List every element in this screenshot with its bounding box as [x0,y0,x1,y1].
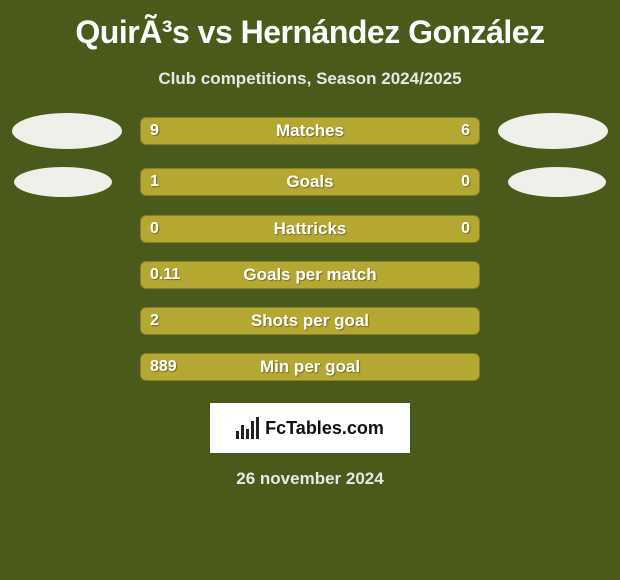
stat-value-left: 0 [150,215,159,243]
stat-value-left: 0.11 [150,261,180,289]
stats-list: Matches96Goals10Hattricks00Goals per mat… [4,113,616,399]
footer-date: 26 november 2024 [236,469,383,489]
stat-bar: Hattricks0 0 [140,215,480,243]
stat-bar: Shots per goal2 [140,307,480,335]
stat-row: Min per goal889 [4,353,616,381]
stat-row: Shots per goal2 [4,307,616,335]
stat-value-left: 9 [150,117,159,145]
stat-label: Matches [140,117,480,145]
stat-value-right: 0 [461,215,470,243]
page-title: QuirÃ³s vs Hernández González [75,14,544,51]
stat-label: Goals per match [140,261,480,289]
stat-value-right: 6 [461,117,470,145]
bar-chart-icon [236,417,259,439]
player-right-oval [498,113,608,149]
stat-label: Goals [140,168,480,196]
player-left-oval [14,167,112,197]
player-left-oval [12,113,122,149]
comparison-card: QuirÃ³s vs Hernández González Club compe… [0,0,620,489]
stat-value-right: 0 [461,168,470,196]
stat-value-left: 889 [150,353,177,381]
stat-value-left: 1 [150,168,159,196]
stat-bar: Goals1 0 [140,168,480,196]
stat-bar: Min per goal889 [140,353,480,381]
stat-row: Goals1 0 [4,167,616,197]
player-right-oval [508,167,606,197]
stat-bar: Goals per match0.11 [140,261,480,289]
page-subtitle: Club competitions, Season 2024/2025 [158,69,461,89]
stat-bar: Matches9 6 [140,117,480,145]
stat-label: Hattricks [140,215,480,243]
brand-badge[interactable]: FcTables.com [210,403,410,453]
stat-row: Hattricks0 0 [4,215,616,243]
stat-label: Min per goal [140,353,480,381]
stat-value-left: 2 [150,307,159,335]
stat-label: Shots per goal [140,307,480,335]
stat-row: Matches9 6 [4,113,616,149]
stat-row: Goals per match0.11 [4,261,616,289]
brand-name: FcTables.com [265,418,384,439]
